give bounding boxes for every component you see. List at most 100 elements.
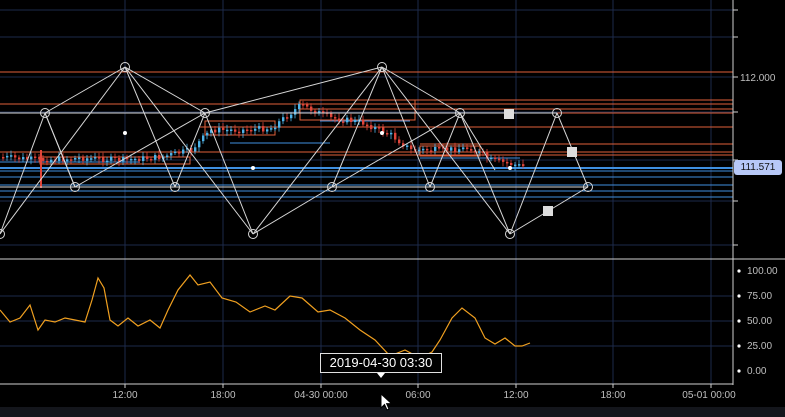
candle-body xyxy=(90,158,93,160)
target-marker xyxy=(567,147,577,157)
candle-body xyxy=(174,151,177,154)
candle-body xyxy=(310,106,313,111)
candle-body xyxy=(406,145,409,147)
candle-body xyxy=(30,156,33,160)
candle-body xyxy=(330,113,333,118)
candle-body xyxy=(194,147,197,152)
indicator-axis-labels: 100.00 75.00 50.00 25.00 0.00 xyxy=(747,266,778,377)
pattern-node xyxy=(327,182,337,192)
target-marker xyxy=(543,206,553,216)
pattern-node xyxy=(455,108,465,118)
price-label: 112.000 xyxy=(740,73,776,84)
candle-body xyxy=(190,147,193,152)
candle-body xyxy=(2,157,5,159)
candle-body xyxy=(478,151,481,153)
axis-tick-dot xyxy=(737,344,741,348)
candle-body xyxy=(86,158,89,161)
candle-body xyxy=(178,151,181,154)
candle-body xyxy=(146,156,149,160)
candle-body xyxy=(378,127,381,129)
candle-body xyxy=(226,129,229,132)
candle-body xyxy=(522,164,525,167)
axis-tick-dot xyxy=(737,269,741,273)
candle-body xyxy=(498,158,501,161)
time-label: 18:00 xyxy=(600,390,625,401)
candle-body xyxy=(494,157,497,160)
current-price-tag: 111.571 xyxy=(734,160,782,175)
candle-body xyxy=(126,156,129,160)
target-marker xyxy=(504,109,514,119)
pattern-line xyxy=(44,66,126,114)
zigzag-pattern xyxy=(0,62,593,239)
pattern-node xyxy=(0,229,5,239)
candle-body xyxy=(158,154,161,160)
candle-body xyxy=(410,145,413,150)
crosshair-time-label: 2019-04-30 03:30 xyxy=(320,353,442,373)
pattern-center-dot xyxy=(123,131,127,135)
candle-body xyxy=(134,158,137,161)
candle-body xyxy=(150,159,153,161)
candle-body xyxy=(354,119,357,123)
candle-body xyxy=(34,156,37,159)
candle-body xyxy=(262,126,265,132)
axes xyxy=(0,0,785,388)
crosshair-caret xyxy=(377,373,385,378)
pattern-center-dot xyxy=(508,166,512,170)
candle-body xyxy=(50,159,53,163)
candle-body xyxy=(342,121,345,123)
candle-body xyxy=(302,104,305,106)
candle-body xyxy=(442,147,445,149)
axis-tick-dot xyxy=(737,369,741,373)
level-box xyxy=(299,99,416,121)
candle-body xyxy=(154,154,157,160)
time-label: 18:00 xyxy=(210,390,235,401)
pattern-line xyxy=(0,66,126,235)
candle-body xyxy=(370,125,373,130)
pattern-line xyxy=(331,66,383,188)
candle-body xyxy=(486,152,489,158)
candle-body xyxy=(502,159,505,162)
indicator-label: 50.00 xyxy=(747,316,772,327)
bottom-scrollbar[interactable] xyxy=(0,407,785,417)
candle-body xyxy=(138,158,141,162)
candle-body xyxy=(230,129,233,131)
pattern-line xyxy=(74,112,206,188)
pattern-line xyxy=(381,66,511,235)
candle-body xyxy=(42,157,45,161)
pattern-line xyxy=(174,112,206,188)
pattern-line xyxy=(252,66,383,235)
candle-body xyxy=(102,157,105,162)
candle-body xyxy=(490,157,493,160)
candle-body xyxy=(390,132,393,135)
time-label: 12:00 xyxy=(503,390,528,401)
candle-body xyxy=(170,153,173,156)
pattern-line xyxy=(331,112,461,188)
oscillator-line xyxy=(0,274,531,378)
pattern-line xyxy=(124,66,254,235)
candle-body xyxy=(426,148,429,151)
candle-body xyxy=(66,159,69,162)
pattern-line xyxy=(0,112,46,235)
candle-body xyxy=(118,157,121,162)
time-label: 04-30 00:00 xyxy=(294,390,348,401)
pattern-node xyxy=(583,182,593,192)
candle-body xyxy=(510,162,513,166)
pattern-line xyxy=(459,112,511,235)
candle-body xyxy=(470,149,473,151)
candle-body xyxy=(286,117,289,119)
candle-body xyxy=(474,150,477,153)
candle-body xyxy=(218,127,221,133)
candle-body xyxy=(58,156,61,161)
candle-body xyxy=(198,141,201,148)
candle-body xyxy=(214,129,217,133)
candle-body xyxy=(422,148,425,151)
candle-body xyxy=(98,157,101,159)
candle-body xyxy=(434,147,437,151)
pattern-line xyxy=(44,112,76,188)
pattern-node xyxy=(552,108,562,118)
candle-body xyxy=(238,131,241,134)
time-label: 05-01 00:00 xyxy=(682,390,736,401)
price-axis-labels: 112.000 xyxy=(740,73,776,84)
candle-body xyxy=(94,157,97,159)
